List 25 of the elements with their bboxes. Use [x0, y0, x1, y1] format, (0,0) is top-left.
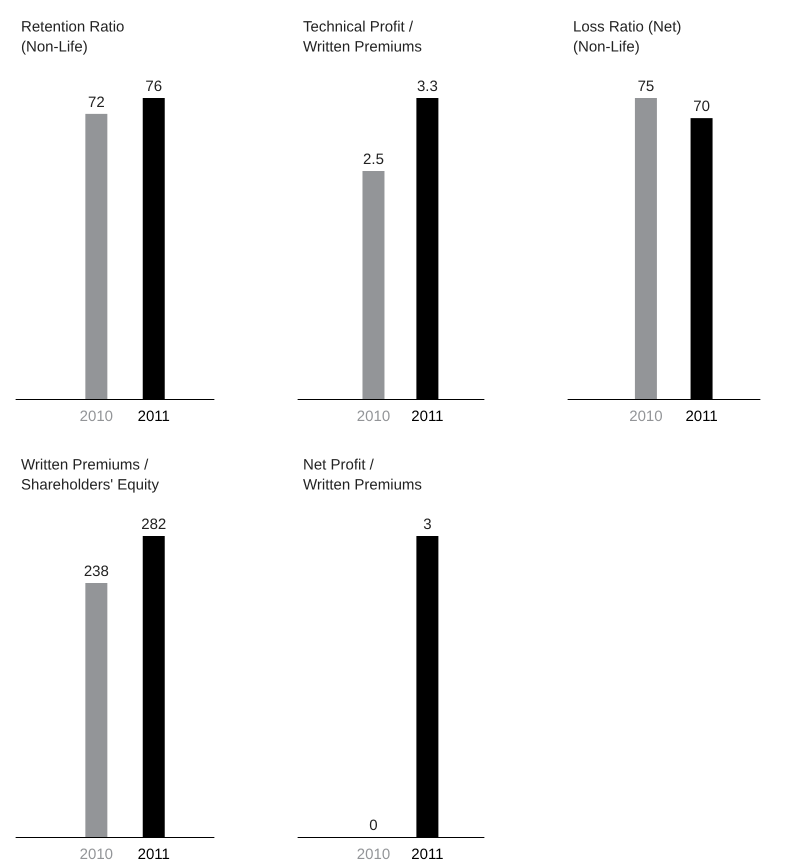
x-tick-label: 2010	[629, 408, 663, 425]
data-label: 238	[84, 562, 109, 580]
data-label: 75	[638, 78, 654, 95]
chart-title: Retention Ratio (Non-Life)	[21, 18, 124, 56]
x-tick-label: 2011	[411, 408, 444, 425]
data-label: 72	[88, 94, 105, 111]
chart-title: Net Profit / Written Premiums	[303, 456, 422, 494]
x-tick-label: 2010	[80, 408, 114, 425]
data-label: 282	[141, 516, 166, 533]
data-label: 3	[423, 516, 432, 533]
data-label: 3.3	[416, 78, 438, 95]
chart-title: Technical Profit / Written Premiums	[303, 18, 422, 56]
data-label: 76	[145, 78, 162, 95]
data-label: 70	[693, 98, 710, 116]
chart-title: Loss Ratio (Net) (Non-Life)	[573, 18, 682, 56]
x-tick-label: 2010	[80, 846, 114, 861]
x-tick-label: 2011	[138, 408, 170, 425]
data-label: 2.5	[363, 150, 384, 168]
x-tick-label: 2011	[685, 408, 718, 425]
x-tick-label: 2010	[356, 846, 390, 861]
data-label: 0	[369, 817, 378, 834]
x-tick-label: 2011	[411, 846, 444, 861]
x-tick-label: 2011	[138, 846, 170, 861]
chart-title: Written Premiums / Shareholders' Equity	[21, 456, 160, 494]
x-tick-label: 2010	[356, 408, 390, 425]
